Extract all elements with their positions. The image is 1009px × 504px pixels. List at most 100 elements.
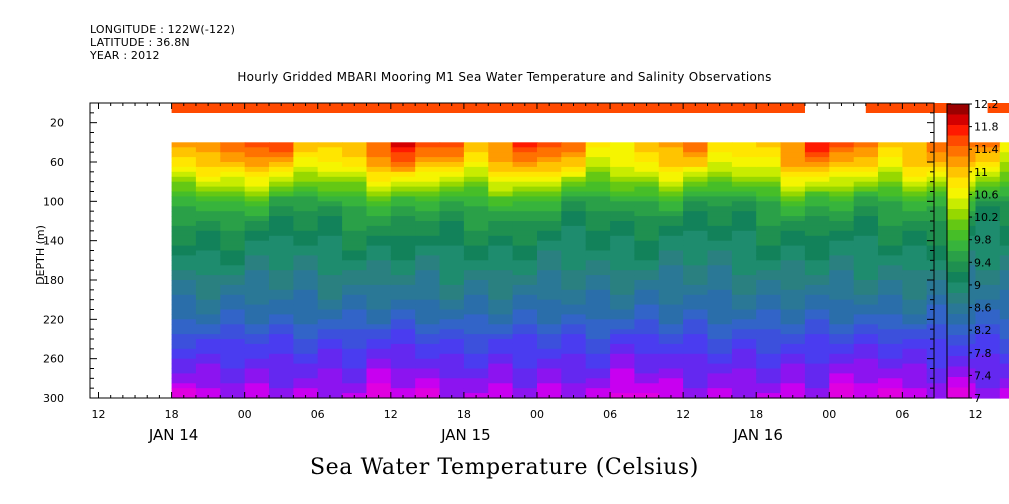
field-cell [415,309,441,315]
field-cell [610,363,636,370]
field-cell [829,388,855,394]
field-cell [707,334,733,340]
field-cell [293,334,319,340]
field-cell [902,319,928,325]
field-cell [999,299,1009,306]
field-cell [463,358,489,365]
field-cell [561,196,587,202]
field-cell [707,216,733,222]
field-cell [829,343,855,350]
field-cell [707,368,733,374]
field-cell [366,270,392,276]
field-cell [561,319,587,325]
field-cell [342,329,368,335]
field-cell [512,373,538,379]
field-cell [610,171,636,178]
field-cell [902,339,928,345]
field-cell [342,235,368,242]
field-cell [390,294,416,301]
field-cell [317,334,343,340]
field-cell [926,235,952,242]
field-cell [902,275,928,281]
field-cell [342,309,368,315]
field-cell [804,388,830,394]
field-cell [220,206,246,212]
colorbar-swatch [947,293,969,304]
field-cell [804,348,830,355]
field-cell [999,166,1009,173]
field-cell [878,319,903,325]
field-cell [829,324,855,330]
field-cell [658,142,684,148]
field-cell [244,284,270,291]
field-cell [390,147,416,153]
field-cell [195,157,221,163]
field-cell [634,270,660,276]
field-cell [756,363,782,370]
field-cell [585,353,611,360]
field-cell [366,304,392,311]
field-cell [780,201,806,207]
field-cell [293,196,319,202]
field-cell [683,206,709,212]
field-cell [512,348,538,355]
colorbar-swatch [947,251,969,262]
field-cell [999,191,1009,197]
field-cell [269,171,294,178]
field-cell [804,299,830,306]
field-cell [610,230,636,237]
field-cell [610,284,636,291]
field-cell [610,383,636,389]
field-cell [829,383,855,389]
field-cell [878,147,903,153]
field-cell [171,230,197,237]
field-cell [269,363,294,370]
field-cell [269,230,294,237]
field-cell [878,142,903,148]
field-cell [610,299,636,306]
field-cell [731,373,757,379]
field-cell [683,304,709,311]
field-cell [926,343,952,350]
field-cell [244,152,270,158]
field-cell [269,294,294,301]
field-cell [658,221,684,227]
field-cell [585,388,611,394]
field-cell [537,225,562,232]
field-cell [902,280,928,286]
field-cell [293,142,319,148]
field-cell [366,284,392,291]
field-cell [342,363,368,370]
field-cell [829,176,855,183]
field-cell [415,275,441,281]
field-cell [585,275,611,281]
field-cell [439,339,465,345]
field-cell [463,216,489,222]
field-cell [658,314,684,320]
field-cell [439,309,465,315]
field-cell [926,152,952,158]
field-cell [463,348,489,355]
field-cell [999,245,1009,252]
field-cell [195,373,221,379]
field-cell [463,388,489,394]
field-cell [683,378,709,384]
field-cell [610,162,636,168]
field-cell [975,348,1001,355]
field-cell [561,216,587,222]
field-cell [171,309,197,315]
field-cell [999,250,1009,256]
field-cell [488,280,514,286]
field-cell [926,319,952,325]
field-cell [463,162,489,168]
field-cell [731,334,757,340]
field-cell [463,294,489,301]
field-cell [902,225,928,232]
field-cell [317,373,343,379]
field-cell [512,294,538,301]
field-cell [317,294,343,301]
field-cell [829,250,855,256]
field-cell [829,152,855,158]
field-cell [585,191,611,197]
field-cell [926,250,952,256]
